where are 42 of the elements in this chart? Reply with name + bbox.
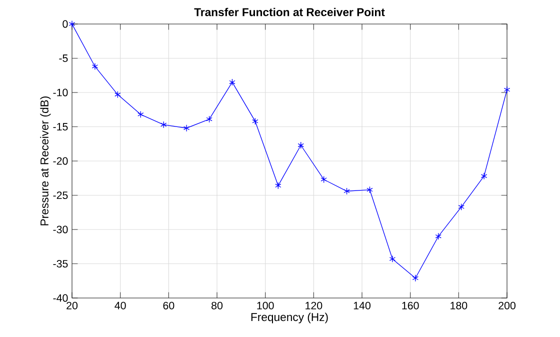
x-tick-label: 180 [450, 302, 468, 310]
x-tick-label: 200 [498, 302, 516, 310]
point [320, 176, 327, 184]
point [458, 203, 464, 210]
point [138, 110, 144, 118]
point [389, 255, 396, 262]
point [412, 274, 419, 282]
x-tick-label: 60 [163, 302, 174, 310]
x-tick-label: 80 [212, 302, 223, 310]
point [504, 86, 510, 94]
point [92, 62, 98, 70]
y-tick-label: -40 [53, 294, 68, 302]
point [229, 78, 236, 86]
y-tick-label: -35 [53, 260, 68, 268]
y-tick-label: -10 [53, 88, 68, 96]
point [252, 118, 258, 125]
point [275, 182, 282, 190]
point [344, 188, 350, 195]
point [366, 186, 373, 194]
point [206, 116, 212, 123]
point [480, 172, 488, 180]
x-tick-label: 140 [354, 302, 370, 310]
y-axis-title: Pressure at Receiver (dB) [40, 96, 51, 226]
x-axis-title: Frequency (Hz) [251, 312, 328, 324]
y-tick-label: -30 [53, 226, 68, 234]
x-tick-label: 20 [66, 302, 78, 310]
point [68, 20, 76, 28]
point [435, 232, 442, 240]
chart-title: Transfer Function at Receiver Point [194, 8, 385, 16]
x-tick-label: 120 [306, 302, 322, 310]
y-tick-label: -25 [53, 191, 68, 200]
x-tick-label: 100 [257, 302, 274, 310]
point [160, 121, 167, 128]
x-tick-label: 160 [402, 302, 419, 310]
point [298, 142, 304, 149]
point [114, 91, 121, 98]
x-tick-label: 40 [114, 302, 126, 310]
y-tick-label: -20 [53, 157, 68, 165]
y-tick-label: 0 [62, 20, 68, 28]
y-tick-label: -5 [59, 54, 68, 62]
y-tick-label: -15 [53, 123, 68, 130]
point [183, 124, 190, 132]
